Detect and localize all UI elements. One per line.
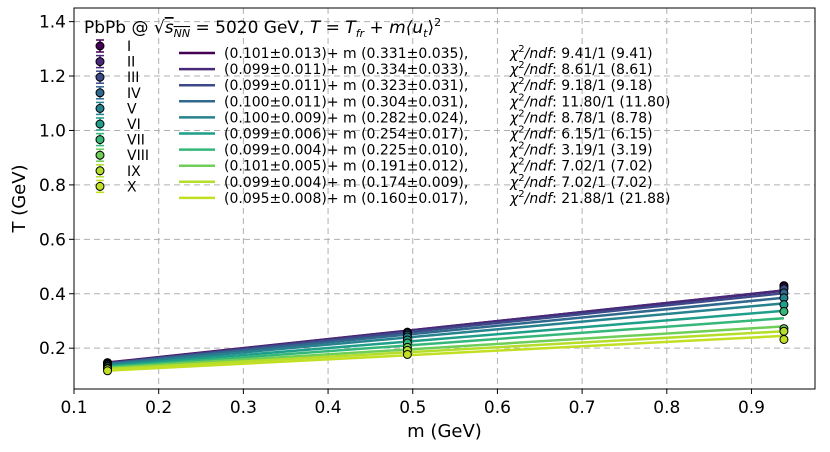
data-point	[779, 334, 789, 344]
y-tick-label: 0.2	[39, 339, 66, 359]
legend-fit-chi: χ2/ndf: 3.19/1 (3.19)	[509, 141, 653, 159]
x-tick-label: 0.8	[653, 398, 680, 418]
title-close: ⟩	[427, 18, 434, 38]
fit-line	[107, 334, 784, 372]
legend-label: VII	[127, 133, 145, 149]
legend-fit-label: (0.099±0.006)+ m (0.254±0.017),	[224, 127, 468, 143]
y-tick-label: 1.2	[39, 67, 66, 87]
legend-fit-label: (0.099±0.011)+ m (0.334±0.033),	[224, 62, 468, 78]
legend-label: VI	[127, 117, 141, 133]
title-prefix: PbPb @	[84, 18, 154, 38]
legend-label: I	[127, 39, 131, 55]
legend-marker	[95, 119, 105, 129]
legend-fit-chi: χ2/ndf: 21.88/1 (21.88)	[509, 189, 670, 207]
legend-fit-label: (0.100±0.011)+ m (0.304±0.031),	[224, 94, 468, 110]
legend-marker	[95, 103, 105, 113]
data-point	[402, 349, 412, 359]
fit-lines	[107, 289, 785, 372]
legend-fit-chi: χ2/ndf: 8.78/1 (8.78)	[509, 108, 653, 126]
legend-fit-chi: χ2/ndf: 7.02/1 (7.02)	[509, 157, 653, 175]
legend-marker	[95, 72, 105, 82]
title-T-eq: T = T	[310, 18, 357, 38]
fit-line	[107, 296, 785, 366]
title-square: 2	[434, 16, 441, 29]
legend-fit-label: (0.099±0.011)+ m (0.323±0.031),	[224, 78, 468, 94]
legend-fit-label: (0.101±0.005)+ m (0.191±0.012),	[224, 159, 468, 175]
title-plus-m: + m⟨u	[364, 18, 423, 38]
y-tick-label: 0.8	[39, 176, 66, 196]
legend-fit-label: (0.100±0.009)+ m (0.282±0.024),	[224, 110, 468, 126]
axis-ticks: 0.1 0.2 0.3 0.4 0.5 0.6 0.7 0.8 0.9 0.2 0.4 0.6 0.8 1…	[39, 13, 765, 418]
x-tick-label: 0.4	[315, 398, 342, 418]
x-tick-label: 0.2	[145, 398, 172, 418]
x-tick-label: 0.9	[738, 398, 765, 418]
legend-marker	[95, 57, 105, 67]
fit-line	[107, 309, 785, 368]
data-points	[103, 281, 789, 376]
data-point	[779, 306, 789, 316]
legend-label: III	[127, 70, 139, 86]
plot-frame	[73, 7, 816, 390]
x-tick-label: 0.6	[484, 398, 511, 418]
title-sqrt-s: s	[165, 18, 174, 38]
legend-label: II	[127, 55, 135, 71]
y-tick-label: 1.4	[39, 13, 66, 33]
fit-line	[107, 302, 785, 366]
legend-fit-label: (0.101±0.013)+ m (0.331±0.035),	[224, 46, 468, 62]
x-axis-label: m (GeV)	[407, 421, 482, 442]
legend-fit-chi: χ2/ndf: 9.18/1 (9.18)	[509, 76, 653, 94]
fit-line	[107, 316, 785, 369]
y-tick-label: 0.6	[39, 230, 66, 250]
legend-fit-chi: χ2/ndf: 7.02/1 (7.02)	[509, 173, 653, 191]
title-T-sub: fr	[356, 27, 366, 40]
x-tick-label: 0.5	[399, 398, 426, 418]
x-tick-label: 0.3	[230, 398, 257, 418]
y-tick-label: 0.4	[39, 285, 66, 305]
legend-marker	[95, 166, 105, 176]
data-point	[103, 366, 113, 376]
legend-marker	[95, 41, 105, 51]
legend-label: X	[127, 179, 137, 195]
x-tick-label: 0.1	[60, 398, 87, 418]
legend-fit-label: (0.095±0.008)+ m (0.160±0.017),	[224, 191, 468, 207]
legend-marker	[95, 181, 105, 191]
title-sqrt-sub: NN	[174, 27, 190, 40]
legend-marker	[95, 88, 105, 98]
legend-fit-label: (0.099±0.004)+ m (0.174±0.009),	[224, 175, 468, 191]
data-point	[779, 326, 789, 336]
legend-label: IX	[127, 164, 141, 180]
fit-line	[107, 329, 784, 371]
legend-label: VIII	[127, 148, 149, 164]
title-energy: = 5020 GeV,	[190, 18, 310, 38]
legend-marker	[95, 150, 105, 160]
sqrt-sign: √	[154, 18, 165, 38]
legend-fits: (0.101±0.013)+ m (0.331±0.035), χ2/ndf: 9…	[179, 44, 670, 207]
fit-line	[107, 325, 784, 370]
grid	[73, 8, 815, 389]
legend-fit-chi: χ2/ndf: 6.15/1 (6.15)	[509, 125, 653, 143]
legend-label: IV	[127, 86, 141, 102]
y-axis-label: T (GeV)	[9, 164, 30, 233]
legend-fit-chi: χ2/ndf: 8.61/1 (8.61)	[509, 60, 653, 78]
title-u-sub: t	[423, 27, 428, 40]
legend-label: V	[127, 101, 137, 117]
chart-title: PbPb @ √sNN = 5020 GeV, T = Tfr + m⟨ut⟩2	[84, 16, 441, 40]
x-tick-label: 0.7	[569, 398, 596, 418]
y-tick-label: 1.0	[39, 121, 66, 141]
legend-fit-chi: χ2/ndf: 9.41/1 (9.41)	[509, 44, 653, 62]
legend-marker	[95, 135, 105, 145]
legend-fit-label: (0.099±0.004)+ m (0.225±0.010),	[224, 143, 468, 159]
legend-fit-chi: χ2/ndf: 11.80/1 (11.80)	[509, 92, 670, 110]
